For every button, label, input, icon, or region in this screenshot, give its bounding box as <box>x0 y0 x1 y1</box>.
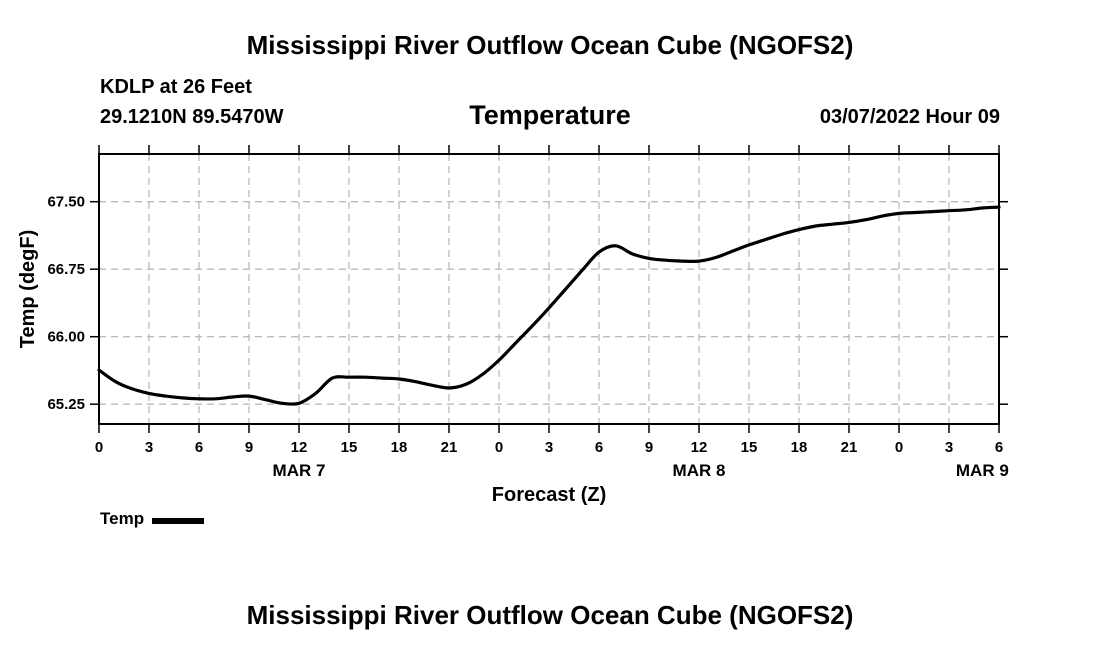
footer-title: Mississippi River Outflow Ocean Cube (NG… <box>246 600 854 630</box>
x-tick-label: 18 <box>391 439 408 456</box>
legend: Temp <box>100 509 205 529</box>
x-tick-label: 0 <box>495 439 503 456</box>
temp-series-line <box>97 205 1001 406</box>
x-tick-label: 18 <box>791 439 808 456</box>
coordinates-label: 29.1210N 89.5470W <box>100 106 284 128</box>
x-axis-label: Forecast (Z) <box>492 484 606 506</box>
series-layer <box>97 205 1001 406</box>
date-label: MAR 9 <box>956 461 1009 480</box>
x-tick-label: 3 <box>145 439 153 456</box>
tick-marks <box>90 145 1008 433</box>
x-tick-labels: 0 3 6 9 12 15 18 21 0 3 6 9 12 15 18 21 0 3 6 <box>95 439 1003 456</box>
y-tick-label: 67.50 <box>47 194 85 211</box>
x-tick-label: 6 <box>995 439 1003 456</box>
date-label: MAR 7 <box>273 461 326 480</box>
y-tick-label: 65.25 <box>47 396 85 413</box>
x-tick-label: 9 <box>645 439 653 456</box>
x-tick-label: 3 <box>545 439 553 456</box>
x-tick-label: 12 <box>291 439 308 456</box>
x-tick-label: 15 <box>341 439 358 456</box>
x-tick-label: 12 <box>691 439 708 456</box>
x-tick-label: 9 <box>245 439 253 456</box>
y-tick-label: 66.75 <box>47 261 85 278</box>
x-tick-label: 0 <box>95 439 103 456</box>
station-label: KDLP at 26 Feet <box>100 76 252 98</box>
date-labels: MAR 7 MAR 8 MAR 9 <box>273 461 1009 480</box>
y-tick-label: 66.00 <box>47 329 85 346</box>
date-label: MAR 8 <box>673 461 726 480</box>
x-tick-label: 21 <box>841 439 858 456</box>
page-title: Mississippi River Outflow Ocean Cube (NG… <box>246 30 854 60</box>
x-tick-label: 0 <box>895 439 903 456</box>
x-tick-label: 6 <box>195 439 203 456</box>
y-axis-label: Temp (degF) <box>17 230 39 349</box>
legend-label: Temp <box>100 509 145 528</box>
x-tick-label: 6 <box>595 439 603 456</box>
grid-lines <box>99 154 999 424</box>
legend-swatch <box>152 517 205 524</box>
x-tick-label: 15 <box>741 439 758 456</box>
datetime-label: 03/07/2022 Hour 09 <box>819 106 1000 128</box>
chart-title: Temperature <box>469 100 631 130</box>
x-tick-label: 21 <box>441 439 458 456</box>
y-tick-labels: 65.25 66.00 66.75 67.50 <box>47 194 85 414</box>
x-tick-label: 3 <box>945 439 953 456</box>
